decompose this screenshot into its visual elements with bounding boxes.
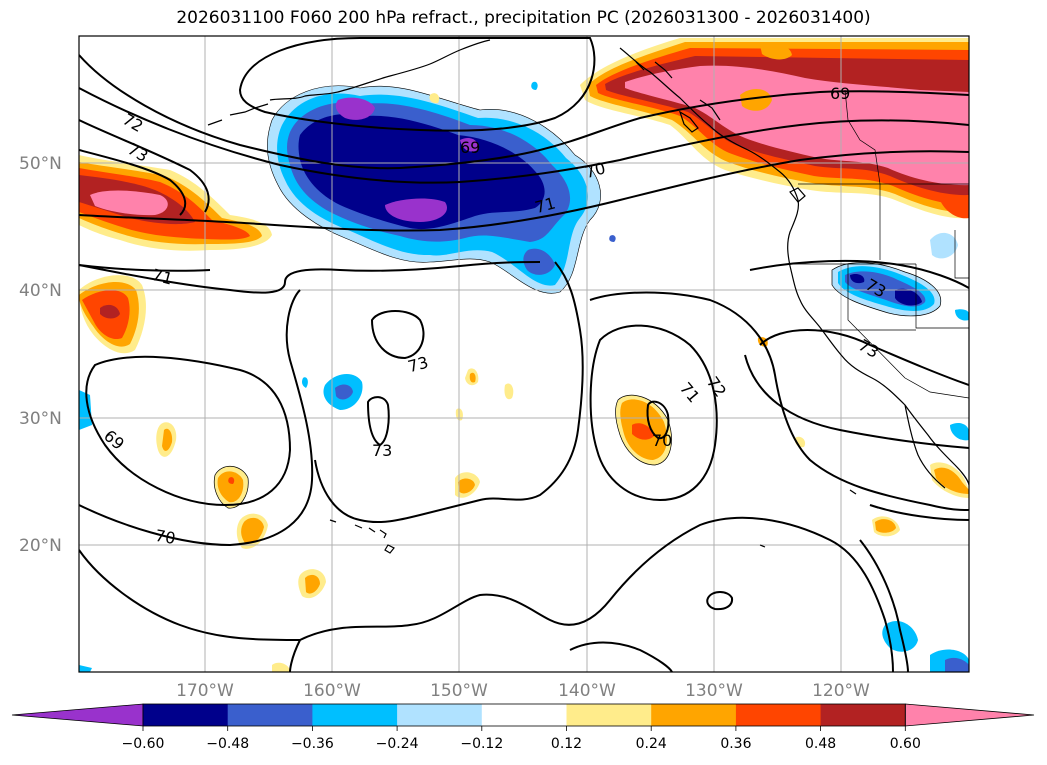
contour-label: 73 <box>406 353 431 377</box>
longitude-labels: 170°W 160°W 150°W 140°W 130°W 120°W <box>176 681 870 701</box>
contour-69-east <box>749 259 969 289</box>
contour-71-north <box>79 150 969 232</box>
contour-73-small2 <box>366 396 390 447</box>
contour-label: 71 <box>533 193 558 217</box>
contour-70-far-east <box>869 504 969 521</box>
colorbar-tick-label: 0.24 <box>636 736 667 752</box>
precip-edges <box>213 262 942 509</box>
colorbar-bin <box>481 704 567 726</box>
contour-70-south <box>79 549 301 641</box>
colorbar-tick-label: 0.48 <box>805 736 836 752</box>
contour-72-nw <box>79 119 210 213</box>
colorbar-tick-label: −0.36 <box>291 736 334 752</box>
colorbar-bin <box>227 704 313 726</box>
positive-anomaly-small-cells <box>156 93 969 672</box>
contour-69-north <box>79 54 969 170</box>
colorbar-tick-label: 0.12 <box>551 736 582 752</box>
colorbar-tick-label: −0.60 <box>122 736 165 752</box>
contour-label: 69 <box>830 84 850 103</box>
contour-73-east <box>759 329 969 386</box>
lon-label: 160°W <box>303 681 361 701</box>
colorbar-bin <box>143 704 229 726</box>
colorbar-tick-label: −0.24 <box>376 736 419 752</box>
contour-south-pocket <box>569 641 673 672</box>
colorbar-bin <box>397 704 483 726</box>
contour-73-east-loop <box>314 261 584 524</box>
contour-73-east2 <box>744 354 969 449</box>
lon-label: 120°W <box>812 681 870 701</box>
contour-70-east-small <box>646 400 670 440</box>
contour-70-sw <box>79 289 314 547</box>
colorbar-bin <box>820 704 906 726</box>
contour-label: 70 <box>154 526 177 548</box>
lon-label: 150°W <box>430 681 488 701</box>
colorbar-tick-label: 0.36 <box>720 736 751 752</box>
colorbar: −0.60 −0.48 −0.36 −0.24 −0.12 0.12 0.24 0.36 0.4… <box>11 703 1035 752</box>
contour-69-ellipse <box>238 37 596 132</box>
colorbar-bin <box>735 704 822 726</box>
colorbar-extend-low <box>11 703 144 727</box>
lon-label: 140°W <box>558 681 616 701</box>
colorbar-outline <box>142 703 906 727</box>
lat-label: 20°N <box>19 536 62 556</box>
lat-label: 40°N <box>19 281 62 301</box>
contour-70-central <box>299 516 894 672</box>
map-panel: 72 73 71 69 70 71 73 73 69 70 69 73 73 7… <box>79 36 969 672</box>
map-title: 2026031100 F060 200 hPa refract., precip… <box>176 8 871 28</box>
contour-small-ring <box>706 591 734 611</box>
colorbar-tick-label: 0.60 <box>890 736 921 752</box>
lon-label: 170°W <box>176 681 234 701</box>
contour-label: 70 <box>583 158 608 182</box>
colorbar-bin <box>651 704 737 726</box>
refractivity-contours <box>79 37 969 672</box>
contour-69-sw <box>85 355 292 507</box>
coastlines <box>207 39 969 554</box>
colorbar-bin <box>312 704 398 726</box>
colorbar-tick-label: −0.12 <box>460 736 503 752</box>
contour-label: 71 <box>150 265 175 289</box>
contour-73-small <box>370 310 425 360</box>
contour-71-east <box>589 324 718 502</box>
contour-71-mid <box>79 261 541 294</box>
contour-label: 70 <box>652 431 672 450</box>
contour-73-mid <box>79 264 211 272</box>
colorbar-bin <box>566 704 652 726</box>
colorbar-extend-high <box>904 703 1035 727</box>
negative-anomaly-small-cells <box>79 81 969 672</box>
contour-east-south <box>859 539 909 672</box>
negative-anomaly-north-pacific <box>267 85 601 294</box>
contour-73-nw <box>79 149 187 216</box>
colorbar-tick-label: −0.48 <box>206 736 249 752</box>
lat-label: 30°N <box>19 409 62 429</box>
negative-anomaly-california <box>832 262 941 316</box>
contour-label: 73 <box>372 441 392 460</box>
lon-label: 130°W <box>685 681 743 701</box>
contour-label: 69 <box>460 138 480 157</box>
positive-anomaly-dateline-40n <box>79 275 146 354</box>
contour-70-north <box>79 87 969 184</box>
latitude-labels: 50°N 40°N 30°N 20°N <box>19 154 62 556</box>
lat-label: 50°N <box>19 154 62 174</box>
map-frame <box>78 35 970 673</box>
